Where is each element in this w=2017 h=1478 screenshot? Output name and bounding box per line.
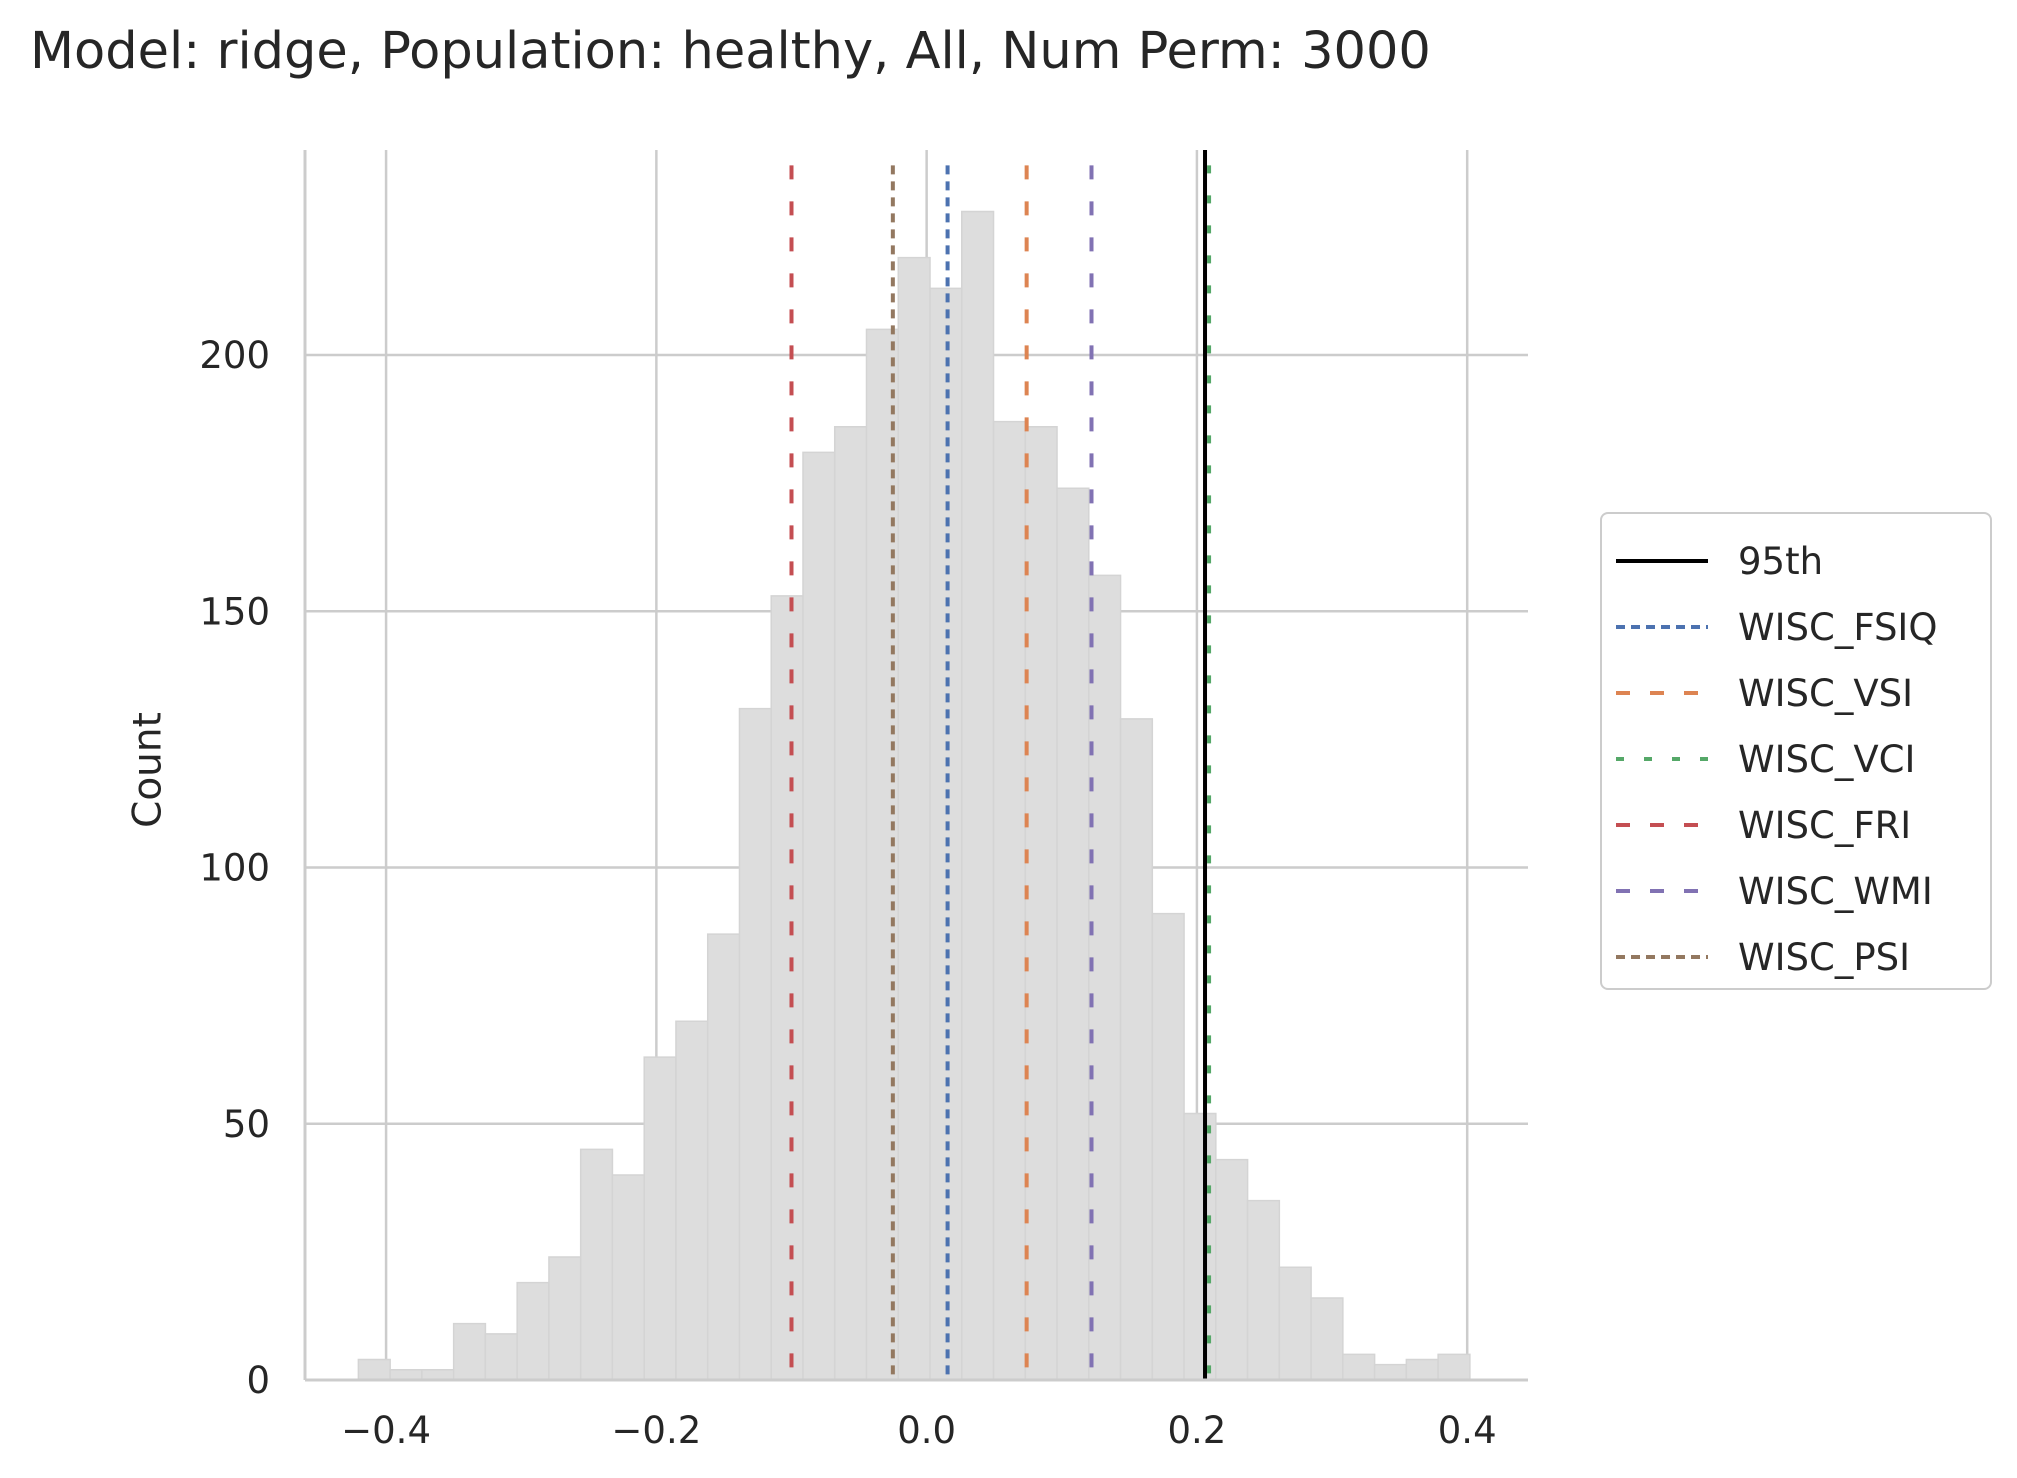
x-tick-label: 0.2 xyxy=(1167,1409,1226,1452)
histogram-bar xyxy=(833,426,868,1381)
histogram-bar xyxy=(1024,426,1058,1381)
legend-label: 95th xyxy=(1738,539,1824,583)
chart-title: Model: ridge, Population: healthy, All, … xyxy=(30,22,1431,81)
legend-item: WISC_FSIQ xyxy=(1602,594,1937,660)
y-tick-label: 100 xyxy=(199,847,270,890)
histogram-bar xyxy=(516,1281,550,1381)
legend-swatch xyxy=(1616,955,1708,959)
y-tick-label: 0 xyxy=(246,1359,270,1402)
legend-item: WISC_VSI xyxy=(1602,660,1913,726)
legend-item: WISC_VCI xyxy=(1602,726,1915,792)
histogram-bar xyxy=(389,1369,423,1381)
histogram-bar xyxy=(961,210,995,1381)
legend-swatch xyxy=(1616,559,1708,563)
histogram-bar xyxy=(675,1020,709,1381)
legend-label: WISC_PSI xyxy=(1738,935,1911,979)
histogram-bar xyxy=(484,1333,518,1381)
histogram-bar xyxy=(770,595,804,1381)
histogram-bar xyxy=(1246,1199,1281,1381)
histogram-bar xyxy=(897,256,931,1381)
histogram-bar xyxy=(929,287,963,1381)
histogram-bar xyxy=(992,420,1027,1381)
x-tick-label: 0.0 xyxy=(897,1409,956,1452)
legend-item: WISC_WMI xyxy=(1602,858,1933,924)
histogram-bar xyxy=(802,451,836,1381)
y-tick-labels: 0 50 100 150 200 xyxy=(199,334,270,1402)
histogram-bar xyxy=(1373,1363,1408,1381)
legend-item: 95th xyxy=(1602,528,1823,594)
y-axis-label: Count xyxy=(125,712,171,828)
histogram-bar xyxy=(1405,1358,1439,1381)
histogram-bar xyxy=(452,1322,487,1381)
legend-swatch xyxy=(1616,625,1708,629)
histogram-bar xyxy=(706,933,741,1381)
x-tick-label: −0.2 xyxy=(611,1409,701,1452)
reference-lines xyxy=(789,150,1212,1380)
histogram-bar xyxy=(1342,1353,1376,1381)
x-tick-labels: −0.4 −0.2 0.0 0.2 0.4 xyxy=(341,1409,1496,1452)
legend-swatch xyxy=(1616,691,1708,695)
histogram-bars xyxy=(357,210,1471,1381)
histogram-bar xyxy=(738,707,772,1381)
legend-label: WISC_FRI xyxy=(1738,803,1912,847)
histogram-bar xyxy=(1151,912,1185,1381)
y-tick-label: 150 xyxy=(199,590,270,633)
histogram-bar xyxy=(1215,1158,1249,1381)
legend-label: WISC_FSIQ xyxy=(1738,605,1938,649)
y-tick-label: 50 xyxy=(223,1103,270,1146)
legend-item: WISC_PSI xyxy=(1602,924,1910,990)
legend-item: WISC_FRI xyxy=(1602,792,1911,858)
histogram-bar xyxy=(1278,1266,1312,1381)
x-tick-label: −0.4 xyxy=(341,1409,431,1452)
histogram-bar xyxy=(579,1148,614,1381)
legend-swatch xyxy=(1616,889,1708,893)
histogram-bar xyxy=(643,1056,677,1381)
histogram-bar xyxy=(1088,574,1122,1381)
histogram-bar xyxy=(421,1369,455,1381)
histogram-bar xyxy=(1310,1297,1344,1381)
legend-label: WISC_VSI xyxy=(1738,671,1914,715)
histogram-bar xyxy=(357,1358,391,1381)
axes xyxy=(303,150,1528,1382)
x-tick-label: 0.4 xyxy=(1438,1409,1497,1452)
legend-label: WISC_VCI xyxy=(1738,737,1916,781)
histogram-bar xyxy=(1056,487,1090,1381)
legend-swatch xyxy=(1616,823,1708,827)
legend-label: WISC_WMI xyxy=(1738,869,1933,913)
y-tick-label: 200 xyxy=(199,334,270,377)
histogram-bar xyxy=(1437,1353,1471,1381)
histogram-bar xyxy=(548,1256,582,1381)
histogram-bar xyxy=(611,1174,645,1381)
legend-swatch xyxy=(1616,757,1708,761)
histogram-bar xyxy=(1119,718,1154,1381)
legend: 95th WISC_FSIQ WISC_VSI WISC_VCI WISC_FRI WIS… xyxy=(1600,512,1992,990)
